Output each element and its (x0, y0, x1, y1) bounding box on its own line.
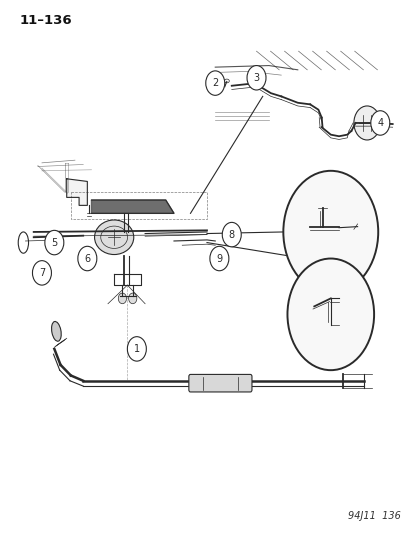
Circle shape (118, 293, 126, 304)
Text: 3: 3 (253, 73, 259, 83)
Circle shape (128, 293, 137, 304)
Text: 4: 4 (376, 118, 382, 128)
Text: 94J11  136: 94J11 136 (347, 511, 400, 521)
Circle shape (370, 111, 389, 135)
Circle shape (127, 337, 146, 361)
Circle shape (32, 261, 51, 285)
Circle shape (247, 66, 266, 90)
Text: 1: 1 (133, 344, 140, 354)
Circle shape (78, 246, 97, 271)
Circle shape (209, 246, 228, 271)
Text: 2: 2 (211, 78, 218, 88)
Circle shape (282, 171, 377, 293)
Text: 7: 7 (39, 268, 45, 278)
Text: 9: 9 (216, 254, 222, 263)
Text: 6: 6 (84, 254, 90, 263)
Ellipse shape (52, 321, 61, 341)
Circle shape (287, 259, 373, 370)
Text: 5: 5 (51, 238, 57, 247)
Ellipse shape (94, 220, 133, 255)
Circle shape (222, 222, 241, 247)
Circle shape (45, 230, 64, 255)
Text: 11–136: 11–136 (19, 14, 72, 27)
Polygon shape (66, 179, 87, 205)
Circle shape (353, 106, 380, 140)
Text: 8: 8 (228, 230, 234, 240)
Circle shape (205, 71, 224, 95)
FancyBboxPatch shape (188, 374, 252, 392)
Polygon shape (91, 200, 173, 213)
